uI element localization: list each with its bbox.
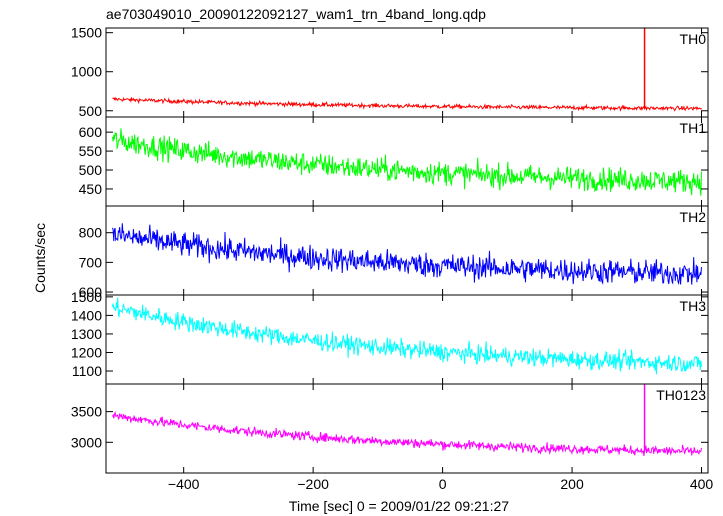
panel-th0123: 3000 3500 TH0123	[71, 383, 709, 474]
y-tick-label: 550	[79, 143, 103, 159]
y-tick-label: 500	[79, 103, 103, 119]
y-tick-label: 1500	[71, 25, 102, 41]
y-tick-label: 450	[79, 181, 103, 197]
y-tick-label: 600	[79, 284, 103, 300]
y-tick-label: 1200	[71, 344, 102, 360]
panel-name-label: TH3	[680, 298, 707, 314]
y-tick-label: 1400	[71, 307, 102, 323]
y-tick-label: 1500	[71, 289, 102, 305]
panel-frame	[105, 294, 709, 385]
x-axis-label: Time [sec] 0 = 2009/01/22 09:21:27	[289, 498, 509, 514]
x-tick-label: −200	[297, 476, 329, 492]
y-tick-label: 1100	[72, 363, 102, 379]
x-tick-label: 400	[690, 476, 714, 492]
panel-th2: 600 700 800 TH2	[79, 205, 709, 300]
y-tick-label: 800	[79, 225, 103, 241]
panel-frame	[105, 383, 709, 474]
y-tick-label: 3000	[71, 434, 102, 450]
x-tick-label: 0	[439, 476, 447, 492]
y-tick-label: 700	[79, 254, 103, 270]
panel-frame	[105, 116, 709, 207]
y-axis-label: Counts/sec	[32, 223, 48, 293]
panels-group: 500 1000 1500 TH0 450 500 550 600 TH1 600 700 800 TH…	[71, 25, 714, 492]
chart-title: ae703049010_20090122092127_wam1_trn_4ban…	[106, 6, 486, 22]
y-tick-label: 500	[79, 162, 103, 178]
series-line-th2	[112, 223, 702, 286]
y-tick-label: 1000	[71, 64, 102, 80]
series-line-th0123	[112, 410, 702, 457]
y-tick-label: 600	[79, 124, 103, 140]
series-line-th3	[112, 297, 702, 375]
y-tick-label: 1300	[71, 326, 102, 342]
panel-frame	[105, 27, 709, 118]
panel-name-label: TH0123	[656, 387, 706, 403]
panel-th1: 450 500 550 600 TH1	[79, 116, 709, 207]
series-line-th1	[112, 128, 702, 196]
panel-th0: 500 1000 1500 TH0	[71, 25, 709, 119]
panel-frame	[105, 205, 709, 296]
panel-th3: 1100 1200 1300 1400 1500 TH3	[71, 289, 709, 385]
x-tick-label: 200	[560, 476, 584, 492]
x-tick-label: −400	[168, 476, 200, 492]
panel-name-label: TH0	[680, 31, 707, 47]
series-line-th0	[112, 96, 702, 112]
panel-name-label: TH2	[680, 209, 707, 225]
panel-name-label: TH1	[680, 120, 707, 136]
y-tick-label: 3500	[71, 404, 102, 420]
